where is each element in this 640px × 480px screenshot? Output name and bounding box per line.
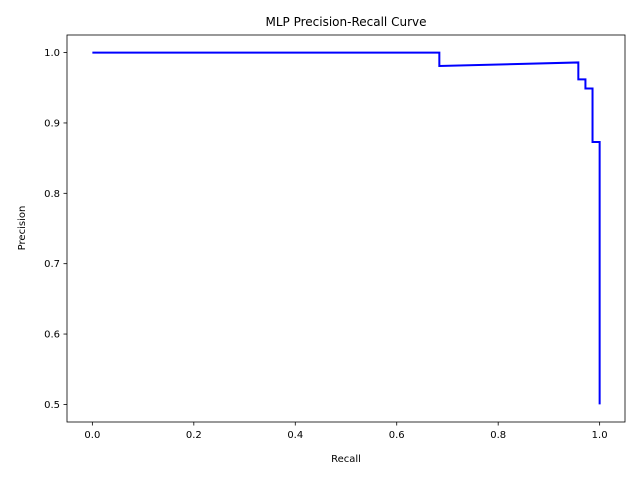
chart-title: MLP Precision-Recall Curve: [266, 15, 427, 29]
x-tick-label: 0.6: [389, 430, 405, 441]
x-tick-label: 0.0: [84, 430, 100, 441]
x-axis-label: Recall: [331, 454, 361, 465]
y-tick-label: 0.6: [44, 330, 60, 341]
y-tick-label: 0.7: [44, 259, 60, 270]
y-tick-label: 1.0: [44, 48, 60, 59]
x-tick-label: 0.8: [490, 430, 506, 441]
x-tick-label: 0.4: [287, 430, 303, 441]
y-axis-label: Precision: [17, 206, 28, 251]
y-tick-label: 0.9: [44, 118, 60, 129]
pr-curve-line: [92, 51, 601, 405]
x-tick-label: 0.2: [186, 430, 202, 441]
y-tick-label: 0.5: [44, 400, 60, 411]
y-tick-label: 0.8: [44, 189, 60, 200]
x-tick-label: 1.0: [592, 430, 608, 441]
plot-frame: [66, 34, 626, 423]
